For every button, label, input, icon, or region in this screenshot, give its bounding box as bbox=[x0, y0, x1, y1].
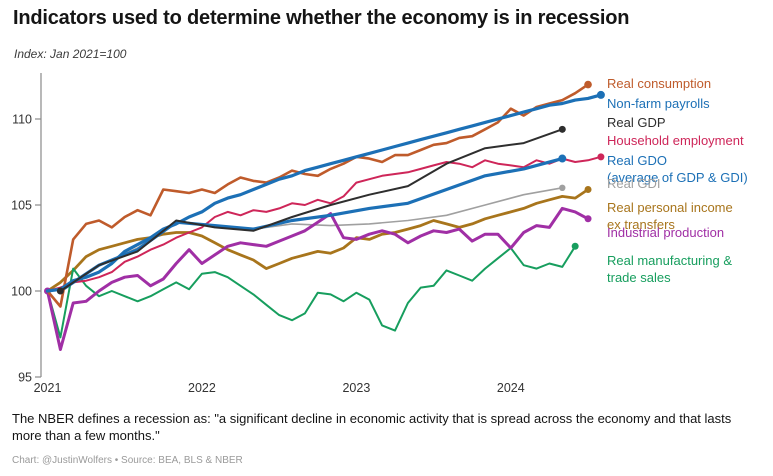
series-end-dot-consumption bbox=[584, 80, 592, 89]
series-end-dot-ip bbox=[584, 215, 592, 223]
series-end-dot-gdp bbox=[558, 125, 566, 133]
chart-subtitle: Index: Jan 2021=100 bbox=[14, 47, 127, 61]
y-tick-label: 95 bbox=[18, 371, 32, 385]
series-line-consumption bbox=[46, 83, 590, 308]
series-line-income bbox=[46, 188, 590, 293]
series-line-ip bbox=[46, 206, 590, 351]
legend-label-payrolls: Non-farm payrolls bbox=[607, 96, 710, 111]
series-end-dot-household bbox=[597, 153, 605, 161]
series-start-dot-gdp bbox=[56, 287, 64, 295]
x-tick-label: 2023 bbox=[342, 381, 370, 395]
note-text: The NBER defines a recession as: "a sign… bbox=[12, 411, 732, 443]
y-tick-label: 105 bbox=[11, 199, 32, 213]
page-title: Indicators used to determine whether the… bbox=[13, 7, 630, 29]
x-tick-label: 2021 bbox=[34, 381, 62, 395]
series-line-gdp bbox=[59, 128, 564, 292]
legend-label-gdi: Real GDI bbox=[607, 176, 661, 191]
series-line-household bbox=[46, 155, 602, 292]
series-line-payrolls bbox=[45, 93, 603, 293]
series-end-dot-gdi bbox=[559, 184, 566, 191]
y-tick-label: 110 bbox=[12, 113, 32, 127]
legend-label-gdp: Real GDP bbox=[607, 115, 666, 130]
legend-label-gdo: Real GDO (average of GDP & GDI) bbox=[607, 153, 748, 185]
y-tick-label: 100 bbox=[11, 285, 32, 299]
series-end-dot-mfg bbox=[571, 242, 579, 250]
x-tick-label: 2022 bbox=[188, 381, 216, 395]
legend-label-household: Household employment bbox=[607, 133, 744, 148]
legend-label-mfg: Real manufacturing & trade sales bbox=[607, 253, 733, 285]
legend-label-consumption: Real consumption bbox=[607, 76, 712, 91]
series-end-dot-payrolls bbox=[596, 90, 605, 99]
series-end-dot-income bbox=[584, 186, 592, 194]
x-tick-label: 2024 bbox=[497, 381, 525, 395]
series-end-dot-gdo bbox=[558, 154, 567, 163]
legend-label-income: Real personal income ex transfers bbox=[607, 200, 733, 232]
series-line-mfg bbox=[46, 245, 577, 339]
legend-label-ip: Industrial production bbox=[607, 225, 725, 240]
credit-line: Chart: @JustinWolfers • Source: BEA, BLS… bbox=[12, 455, 243, 466]
